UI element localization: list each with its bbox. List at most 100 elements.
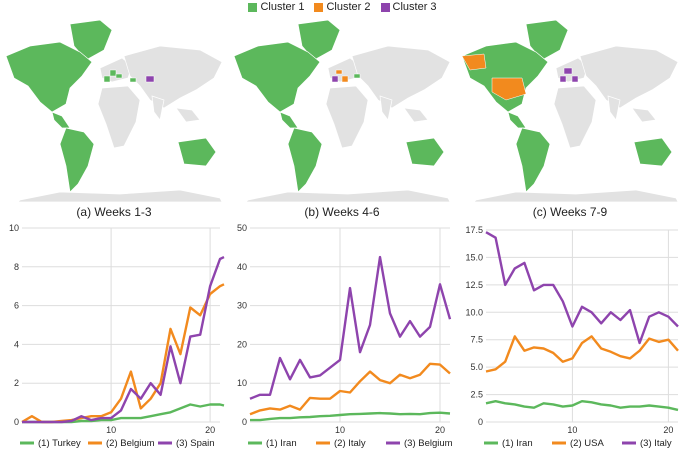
map-region-north-america — [233, 41, 321, 113]
map-region-antarctica — [473, 189, 679, 202]
x-tick-label: 10 — [106, 425, 116, 435]
legend-label: (3) Spain — [176, 438, 215, 449]
line-chart-weeks-1-3: 0 2 4 6 8 10 10 20 (1) Turkey (2) Belgium (3) Spai… — [9, 223, 225, 449]
world-map-weeks-4-6 — [233, 19, 451, 202]
y-tick-label: 50 — [237, 223, 247, 233]
map-region-africa — [97, 85, 141, 149]
caption-weeks-7-9: (c) Weeks 7-9 — [532, 205, 608, 219]
y-tick-label: 30 — [237, 301, 247, 311]
caption-weeks-4-6: (b) Weeks 4-6 — [304, 205, 380, 219]
legend-label: Cluster 1 — [260, 1, 305, 13]
world-map-weeks-7-9 — [461, 19, 679, 202]
y-tick-label: 20 — [237, 339, 247, 349]
map-region-asia — [579, 45, 679, 109]
map-region-asia — [351, 45, 451, 109]
map-region-antarctica — [17, 189, 223, 202]
map-region-se-asia — [631, 107, 657, 123]
series-line-2 — [485, 335, 679, 373]
y-tick-label: 10 — [9, 223, 19, 233]
map-region-se-asia — [175, 107, 201, 123]
map-region-asia — [123, 45, 223, 109]
map-region-india — [607, 95, 621, 121]
y-tick-label: 15.0 — [465, 252, 483, 262]
world-map-weeks-1-3 — [5, 19, 223, 202]
legend-label: (3) Belgium — [404, 438, 453, 449]
series-line-2 — [249, 362, 451, 416]
series-line-3 — [22, 256, 225, 424]
legend-item-cluster-1: Cluster 1 — [248, 0, 304, 14]
y-tick-label: 0 — [14, 417, 19, 427]
map-region-australia — [405, 137, 445, 167]
map-region-se-asia — [403, 107, 429, 123]
y-tick-label: 0 — [478, 417, 483, 427]
legend-label: (2) Belgium — [106, 438, 155, 449]
y-tick-label: 7.5 — [470, 335, 483, 345]
legend-label: (1) Turkey — [38, 438, 81, 449]
legend-label: (1) Iran — [266, 438, 297, 449]
map-region-australia — [177, 137, 217, 167]
map-country-highlight — [559, 75, 567, 83]
y-tick-label: 10.0 — [465, 307, 483, 317]
map-region-central-america — [279, 111, 299, 129]
x-tick-label: 20 — [435, 425, 445, 435]
legend-label: Cluster 3 — [392, 1, 437, 13]
map-country-highlight — [571, 75, 579, 83]
y-tick-label: 6 — [14, 301, 19, 311]
x-tick-label: 10 — [567, 425, 577, 435]
map-region-australia — [633, 137, 673, 167]
x-tick-label: 20 — [663, 425, 673, 435]
map-region-south-america — [59, 127, 95, 193]
map-region-central-america — [51, 111, 71, 129]
y-tick-label: 0 — [242, 417, 247, 427]
map-region-africa — [553, 85, 597, 149]
map-country-highlight — [563, 67, 573, 75]
legend-item-cluster-2: Cluster 2 — [314, 0, 371, 14]
map-country-highlight — [103, 75, 111, 83]
series-line-3 — [485, 231, 679, 345]
map-country-highlight — [331, 75, 339, 83]
caption-weeks-1-3: (a) Weeks 1-3 — [76, 205, 152, 219]
y-tick-label: 2 — [14, 378, 19, 388]
y-tick-label: 8 — [14, 262, 19, 272]
cluster-legend: Cluster 1 Cluster 2 Cluster 3 — [0, 0, 685, 14]
map-country-highlight — [341, 75, 349, 83]
cluster-1-swatch — [248, 2, 258, 12]
y-tick-label: 40 — [237, 262, 247, 272]
legend-label: (2) USA — [570, 438, 604, 449]
y-tick-label: 12.5 — [465, 280, 483, 290]
legend-item-cluster-3: Cluster 3 — [380, 0, 437, 14]
map-country-highlight — [335, 69, 343, 75]
map-region-greenland — [69, 19, 113, 61]
line-chart-weeks-4-6: 0 10 20 30 40 50 10 20 (1) Iran (2) Italy (3) Belg… — [237, 223, 453, 449]
series-line-3 — [249, 255, 452, 400]
legend-label: (3) Italy — [640, 438, 672, 449]
map-region-india — [379, 95, 393, 121]
map-region-greenland — [297, 19, 341, 61]
legend-label: Cluster 2 — [326, 1, 371, 13]
map-region-south-america — [515, 127, 551, 193]
map-country-highlight — [461, 53, 487, 71]
series-line-1 — [250, 411, 451, 422]
x-tick-label: 10 — [335, 425, 345, 435]
x-tick-label: 20 — [205, 425, 215, 435]
legend-label: (1) Iran — [502, 438, 533, 449]
map-country-highlight — [129, 77, 137, 83]
map-region-north-america — [5, 41, 93, 113]
cluster-3-swatch — [380, 2, 390, 12]
map-region-north-america — [461, 41, 549, 113]
y-tick-label: 4 — [14, 339, 19, 349]
line-chart-weeks-7-9: 0 2.5 5.0 7.5 10.0 12.5 15.0 17.5 10 20 (1) Iran (2… — [465, 225, 679, 449]
legend-label: (2) Italy — [334, 438, 366, 449]
series-line-1 — [485, 399, 679, 412]
y-tick-label: 5.0 — [470, 362, 483, 372]
map-region-india — [151, 95, 165, 121]
map-country-highlight — [115, 73, 123, 79]
y-tick-label: 2.5 — [470, 390, 483, 400]
map-country-highlight — [109, 69, 117, 77]
cluster-2-swatch — [314, 2, 324, 12]
map-country-highlight — [491, 77, 527, 101]
map-region-antarctica — [245, 189, 451, 202]
map-country-highlight — [145, 75, 155, 83]
map-country-highlight — [353, 73, 361, 79]
y-tick-label: 17.5 — [465, 225, 483, 235]
